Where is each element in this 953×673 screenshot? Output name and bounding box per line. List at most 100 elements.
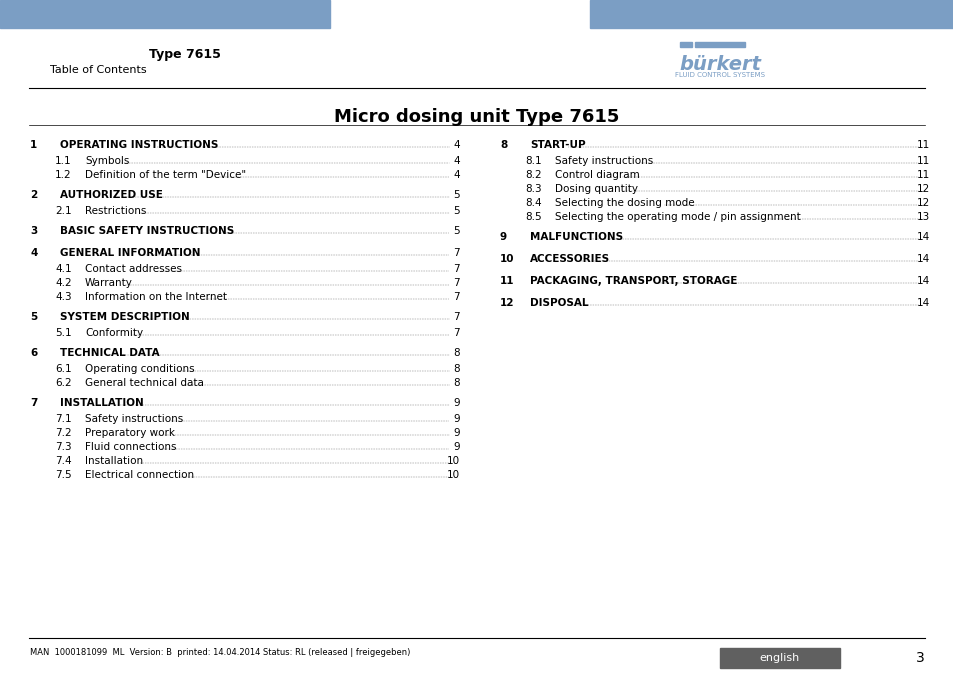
Text: 7: 7 — [453, 312, 459, 322]
Text: 4.3: 4.3 — [55, 292, 71, 302]
Text: 8: 8 — [453, 364, 459, 374]
Text: 4: 4 — [453, 170, 459, 180]
Text: Electrical connection: Electrical connection — [85, 470, 193, 480]
Text: 8: 8 — [499, 140, 507, 150]
Text: 10: 10 — [499, 254, 514, 264]
Text: Installation: Installation — [85, 456, 143, 466]
Text: Preparatory work: Preparatory work — [85, 428, 174, 438]
Text: bürkert: bürkert — [679, 55, 760, 74]
Text: 1: 1 — [30, 140, 37, 150]
Text: 1.1: 1.1 — [55, 156, 71, 166]
Text: Information on the Internet: Information on the Internet — [85, 292, 227, 302]
Text: 6.2: 6.2 — [55, 378, 71, 388]
Text: Safety instructions: Safety instructions — [85, 414, 183, 424]
Text: Restrictions: Restrictions — [85, 206, 146, 216]
Text: 4: 4 — [30, 248, 37, 258]
Text: english: english — [760, 653, 800, 663]
Text: 12: 12 — [499, 298, 514, 308]
Text: 5: 5 — [453, 190, 459, 200]
Text: 7: 7 — [453, 264, 459, 274]
Text: 8: 8 — [453, 348, 459, 358]
Text: 5: 5 — [453, 206, 459, 216]
Text: Fluid connections: Fluid connections — [85, 442, 176, 452]
Text: Definition of the term "Device": Definition of the term "Device" — [85, 170, 246, 180]
Text: 8.4: 8.4 — [524, 198, 541, 208]
Text: 5.1: 5.1 — [55, 328, 71, 338]
Bar — [0, 0, 330, 28]
Text: 7.2: 7.2 — [55, 428, 71, 438]
Text: 2.1: 2.1 — [55, 206, 71, 216]
Text: OPERATING INSTRUCTIONS: OPERATING INSTRUCTIONS — [60, 140, 218, 150]
Text: Micro dosing unit Type 7615: Micro dosing unit Type 7615 — [334, 108, 619, 126]
Text: Type 7615: Type 7615 — [149, 48, 221, 61]
Text: 8: 8 — [453, 378, 459, 388]
Text: BASIC SAFETY INSTRUCTIONS: BASIC SAFETY INSTRUCTIONS — [60, 226, 234, 236]
Text: Table of Contents: Table of Contents — [50, 65, 147, 75]
Text: 9: 9 — [453, 428, 459, 438]
Text: 8.1: 8.1 — [524, 156, 541, 166]
Text: 5: 5 — [453, 226, 459, 236]
Text: 7: 7 — [30, 398, 37, 408]
Text: 7.3: 7.3 — [55, 442, 71, 452]
Text: 7: 7 — [453, 328, 459, 338]
Text: 4: 4 — [453, 140, 459, 150]
Text: GENERAL INFORMATION: GENERAL INFORMATION — [60, 248, 200, 258]
Text: 7: 7 — [453, 292, 459, 302]
Text: Dosing quantity: Dosing quantity — [555, 184, 638, 194]
Text: MAN  1000181099  ML  Version: B  printed: 14.04.2014 Status: RL (released | frei: MAN 1000181099 ML Version: B printed: 14… — [30, 648, 410, 657]
Bar — [589, 0, 953, 28]
Text: Safety instructions: Safety instructions — [555, 156, 653, 166]
Text: 5: 5 — [30, 312, 37, 322]
Text: 7: 7 — [453, 278, 459, 288]
Text: 7.5: 7.5 — [55, 470, 71, 480]
Text: Selecting the dosing mode: Selecting the dosing mode — [555, 198, 694, 208]
Text: 8.5: 8.5 — [524, 212, 541, 222]
Text: 9: 9 — [499, 232, 507, 242]
Text: ACCESSORIES: ACCESSORIES — [530, 254, 610, 264]
Text: PACKAGING, TRANSPORT, STORAGE: PACKAGING, TRANSPORT, STORAGE — [530, 276, 737, 286]
Text: 1.2: 1.2 — [55, 170, 71, 180]
Text: 14: 14 — [916, 254, 929, 264]
Text: MALFUNCTIONS: MALFUNCTIONS — [530, 232, 622, 242]
Text: General technical data: General technical data — [85, 378, 204, 388]
Text: Control diagram: Control diagram — [555, 170, 639, 180]
Text: 4.2: 4.2 — [55, 278, 71, 288]
Text: 3: 3 — [30, 226, 37, 236]
Text: Conformity: Conformity — [85, 328, 143, 338]
Text: DISPOSAL: DISPOSAL — [530, 298, 588, 308]
Text: 10: 10 — [446, 456, 459, 466]
Text: 2: 2 — [30, 190, 37, 200]
Text: 13: 13 — [916, 212, 929, 222]
Text: START-UP: START-UP — [530, 140, 585, 150]
Bar — [720, 648, 840, 668]
Text: 6.1: 6.1 — [55, 364, 71, 374]
Text: Symbols: Symbols — [85, 156, 130, 166]
Text: 10: 10 — [446, 470, 459, 480]
Text: 9: 9 — [453, 414, 459, 424]
Text: FLUID CONTROL SYSTEMS: FLUID CONTROL SYSTEMS — [675, 72, 764, 78]
Text: 11: 11 — [916, 140, 929, 150]
Text: Selecting the operating mode / pin assignment: Selecting the operating mode / pin assig… — [555, 212, 800, 222]
Text: INSTALLATION: INSTALLATION — [60, 398, 144, 408]
Text: 14: 14 — [916, 298, 929, 308]
Text: 11: 11 — [916, 170, 929, 180]
Bar — [695, 42, 744, 47]
Text: Contact addresses: Contact addresses — [85, 264, 182, 274]
Text: 8.3: 8.3 — [524, 184, 541, 194]
Text: 14: 14 — [916, 276, 929, 286]
Text: 12: 12 — [916, 198, 929, 208]
Text: 12: 12 — [916, 184, 929, 194]
Text: 4: 4 — [453, 156, 459, 166]
Text: 9: 9 — [453, 398, 459, 408]
Text: 7: 7 — [453, 248, 459, 258]
Text: 7.4: 7.4 — [55, 456, 71, 466]
Text: 4.1: 4.1 — [55, 264, 71, 274]
Text: 11: 11 — [499, 276, 514, 286]
Text: AUTHORIZED USE: AUTHORIZED USE — [60, 190, 163, 200]
Bar — [679, 42, 691, 47]
Text: TECHNICAL DATA: TECHNICAL DATA — [60, 348, 159, 358]
Text: 11: 11 — [916, 156, 929, 166]
Text: Warranty: Warranty — [85, 278, 132, 288]
Text: SYSTEM DESCRIPTION: SYSTEM DESCRIPTION — [60, 312, 190, 322]
Text: 8.2: 8.2 — [524, 170, 541, 180]
